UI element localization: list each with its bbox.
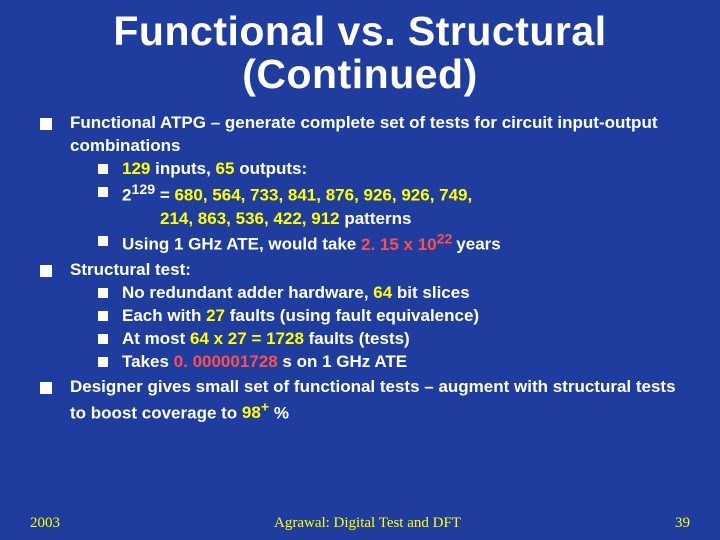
bullet-1-lead: Functional ATPG – generate complete set … — [70, 112, 690, 158]
square-bullet-icon — [98, 357, 108, 367]
slide-content: Functional ATPG – generate complete set … — [30, 112, 690, 425]
footer-center: Agrawal: Digital Test and DFT — [274, 515, 461, 532]
txt: Each with — [122, 306, 206, 325]
sub-text: No redundant adder hardware, 64 bit slic… — [122, 282, 690, 305]
slide-root: Functional vs. Structural (Continued) Fu… — [0, 0, 720, 540]
hl: 98+ — [242, 403, 269, 422]
sub-text: Using 1 GHz ATE, would take 2. 15 x 1022… — [122, 230, 690, 257]
square-bullet-icon — [40, 382, 52, 394]
sup: 22 — [437, 231, 457, 247]
txt: patterns — [340, 209, 412, 228]
hl: 64 — [373, 283, 392, 302]
footer-right: 39 — [675, 515, 690, 532]
footer-left: 2003 — [30, 515, 60, 532]
square-bullet-icon — [98, 187, 108, 197]
txt: 2. 15 x 10 — [361, 235, 437, 254]
bullet-1-sub-3: Using 1 GHz ATE, would take 2. 15 x 1022… — [70, 230, 690, 257]
slide-footer: 2003 Agrawal: Digital Test and DFT 39 — [0, 515, 720, 532]
hl-red: 2. 15 x 1022 — [361, 235, 456, 254]
bullet-3: Designer gives small set of functional t… — [40, 376, 690, 426]
hl: 65 — [216, 159, 235, 178]
hl: 64 x 27 = 1728 — [190, 329, 304, 348]
hl: 680, 564, 733, 841, 876, 926, 926, 749, — [174, 186, 472, 205]
sup: + — [261, 400, 269, 416]
txt: outputs: — [234, 159, 307, 178]
square-bullet-icon — [98, 311, 108, 321]
txt: No redundant adder hardware, — [122, 283, 373, 302]
square-bullet-icon — [98, 334, 108, 344]
bullet-2-sub-2: Each with 27 faults (using fault equival… — [70, 305, 690, 328]
hl-red: 0. 000001728 — [174, 352, 278, 371]
bullet-1: Functional ATPG – generate complete set … — [40, 112, 690, 257]
bullet-1-sub-2: 2129 = 680, 564, 733, 841, 876, 926, 926… — [70, 181, 690, 208]
sub-text: Takes 0. 000001728 s on 1 GHz ATE — [122, 351, 690, 374]
sub-text: At most 64 x 27 = 1728 faults (tests) — [122, 328, 690, 351]
square-bullet-icon — [98, 164, 108, 174]
sub-text: 129 inputs, 65 outputs: — [122, 158, 690, 181]
hl: 129 — [122, 159, 150, 178]
txt: Designer gives small set of functional t… — [70, 377, 676, 423]
txt: = — [155, 186, 174, 205]
title-line2: (Continued) — [242, 51, 477, 97]
txt: Using 1 GHz ATE, would take — [122, 235, 361, 254]
txt: At most — [122, 329, 190, 348]
slide-title: Functional vs. Structural (Continued) — [30, 10, 690, 96]
txt: Takes — [122, 352, 174, 371]
bullet-2: Structural test: No redundant adder hard… — [40, 259, 690, 374]
bullet-1-sub-2-cont: 214, 863, 536, 422, 912 patterns — [70, 208, 690, 231]
txt: faults (tests) — [304, 329, 410, 348]
txt: 98 — [242, 403, 261, 422]
txt: s on 1 GHz ATE — [278, 352, 407, 371]
sub-text: Each with 27 faults (using fault equival… — [122, 305, 690, 328]
bullet-2-sub-4: Takes 0. 000001728 s on 1 GHz ATE — [70, 351, 690, 374]
bullet-2-sub-3: At most 64 x 27 = 1728 faults (tests) — [70, 328, 690, 351]
txt: bit slices — [392, 283, 469, 302]
txt: inputs, — [150, 159, 215, 178]
square-bullet-icon — [40, 118, 52, 130]
square-bullet-icon — [98, 288, 108, 298]
bullet-1-body: Functional ATPG – generate complete set … — [70, 112, 690, 257]
txt: % — [269, 403, 289, 422]
sub-text: 2129 = 680, 564, 733, 841, 876, 926, 926… — [122, 181, 690, 208]
title-line1: Functional vs. Structural — [113, 8, 606, 54]
txt: years — [456, 235, 500, 254]
bullet-2-lead: Structural test: — [70, 259, 690, 282]
bullet-1-sub-1: 129 inputs, 65 outputs: — [70, 158, 690, 181]
bullet-3-body: Designer gives small set of functional t… — [70, 376, 690, 426]
bullet-2-body: Structural test: No redundant adder hard… — [70, 259, 690, 374]
hl: 27 — [206, 306, 225, 325]
square-bullet-icon — [98, 236, 108, 246]
square-bullet-icon — [40, 265, 52, 277]
txt: faults (using fault equivalence) — [225, 306, 479, 325]
bullet-2-sub-1: No redundant adder hardware, 64 bit slic… — [70, 282, 690, 305]
hl: 214, 863, 536, 422, 912 — [160, 209, 340, 228]
sup: 129 — [131, 182, 155, 198]
